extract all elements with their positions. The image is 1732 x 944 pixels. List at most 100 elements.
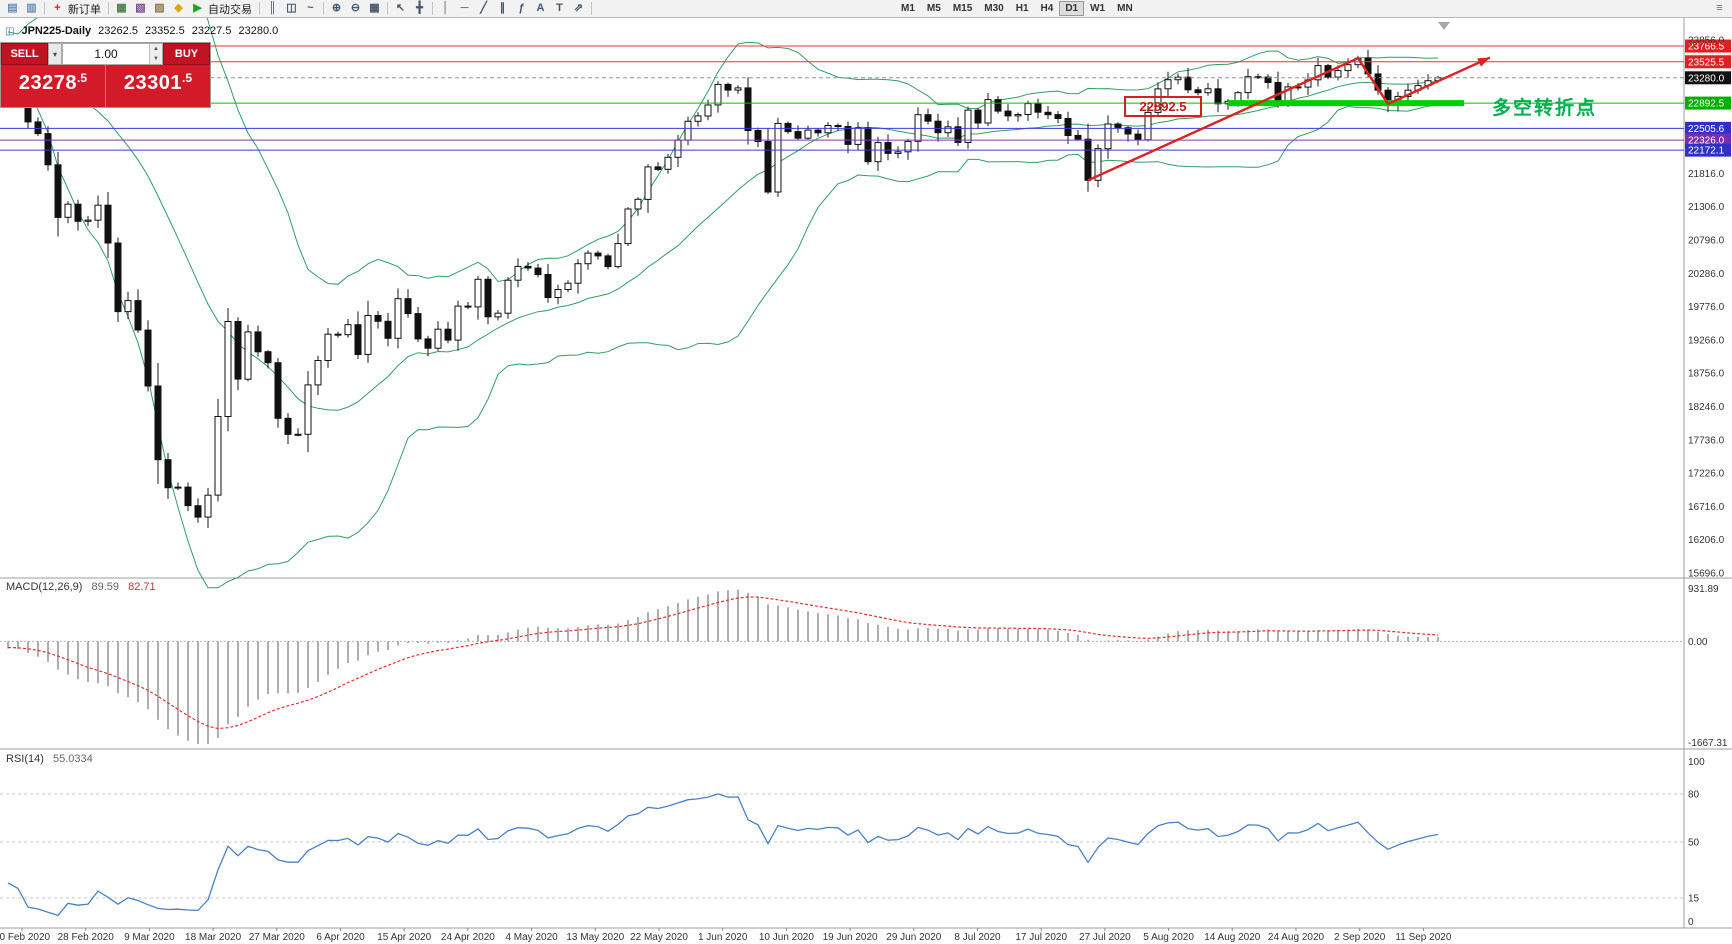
sell-price-button[interactable]: 23278 .5: [1, 65, 105, 107]
ohlc-open: 23262.5: [98, 25, 138, 37]
chart-shift-marker[interactable]: [1438, 22, 1450, 30]
date-label[interactable]: 13 May 2020: [566, 932, 624, 943]
label-icon[interactable]: T: [556, 2, 563, 14]
autotrading-label: 自动交易: [208, 3, 252, 16]
date-label[interactable]: 17 Jul 2020: [1015, 932, 1067, 943]
timeframe-m5[interactable]: M5: [926, 3, 941, 14]
price-tick: 15696.0: [1688, 568, 1725, 579]
new-order-icon[interactable]: +: [54, 2, 61, 14]
date-label[interactable]: 1 Jun 2020: [698, 932, 748, 943]
vertical-line-icon[interactable]: │: [442, 2, 449, 14]
buy-button[interactable]: BUY: [163, 43, 210, 65]
text-icon[interactable]: A: [536, 2, 545, 14]
metaeditor-icon[interactable]: ◆: [174, 2, 183, 14]
symbol-chart-icon: ◫: [5, 25, 15, 37]
timeframe-h4[interactable]: H4: [1040, 3, 1054, 14]
svg-text:22892.5: 22892.5: [1688, 99, 1725, 110]
date-label[interactable]: 6 Apr 2020: [316, 932, 365, 943]
price-tick: 18756.0: [1688, 369, 1725, 380]
toolbar-separator: [432, 2, 433, 15]
timeframe-h1[interactable]: H1: [1015, 3, 1029, 14]
date-label[interactable]: 27 Mar 2020: [249, 932, 306, 943]
timeframe-d1[interactable]: D1: [1059, 1, 1085, 16]
tile-windows-icon[interactable]: ▦: [369, 2, 380, 14]
terminal-icon[interactable]: ▨: [154, 2, 165, 14]
cursor-icon[interactable]: ↖: [395, 2, 406, 14]
line-chart-icon[interactable]: ~: [307, 2, 314, 14]
toolbar-separator: [259, 2, 260, 15]
timeframe-m15[interactable]: M15: [952, 3, 973, 14]
toolbar: ▤ ▥ + 新订单 ▦ ▧ ▨ ◆ ▶ 自动交易 ║ ◫ ~ ⊕ ⊖ ▦ ↖ ╋ │ ─ ╱ ∥ ƒ A T ⇗ M1 M5 M15 M3…: [0, 0, 1732, 18]
rsi-value: 55.0334: [52, 753, 93, 765]
price-tick: 23856.0: [1688, 36, 1725, 47]
market-watch-icon[interactable]: ▦: [116, 2, 127, 14]
trendline-1[interactable]: [1087, 57, 1359, 182]
zoom-in-icon[interactable]: ⊕: [331, 2, 342, 14]
price-tick: 17226.0: [1688, 469, 1725, 480]
timeframe-w1[interactable]: W1: [1090, 3, 1106, 14]
date-label[interactable]: 18 Mar 2020: [185, 932, 242, 943]
toolbar-separator: [387, 2, 388, 15]
date-label[interactable]: 14 Aug 2020: [1204, 932, 1261, 943]
new-chart-icon[interactable]: ▤: [7, 2, 18, 14]
sell-button[interactable]: SELL: [1, 43, 48, 65]
autotrading-icon[interactable]: ▶: [193, 2, 202, 14]
date-label[interactable]: 11 Sep 2020: [1395, 932, 1451, 943]
date-label[interactable]: 29 Jun 2020: [886, 932, 941, 943]
timeframe-switcher: M1 M5 M15 M30 H1 H4 D1 W1 MN: [895, 1, 1139, 16]
chart-scroll-icon[interactable]: ≡: [1716, 2, 1723, 14]
stepper-up-icon[interactable]: ▲: [150, 44, 162, 54]
date-label[interactable]: 8 Jul 2020: [954, 932, 1001, 943]
date-label[interactable]: 4 May 2020: [505, 932, 558, 943]
bollinger-middle-band: [7, 52, 1439, 411]
svg-text:0: 0: [1688, 917, 1694, 928]
toolbar-separator: [591, 2, 592, 15]
candle-chart-icon[interactable]: ◫: [286, 2, 297, 14]
svg-text:100: 100: [1688, 757, 1705, 768]
date-label[interactable]: 20 Feb 2020: [0, 932, 51, 943]
date-label[interactable]: 24 Apr 2020: [441, 932, 495, 943]
sell-price-main: 23278: [18, 72, 78, 94]
fibonacci-icon[interactable]: ƒ: [518, 2, 525, 14]
date-label[interactable]: 24 Aug 2020: [1268, 932, 1325, 943]
ohlc-low: 23227.5: [191, 25, 232, 37]
timeframe-m30[interactable]: M30: [984, 3, 1004, 14]
date-label[interactable]: 10 Jun 2020: [759, 932, 814, 943]
date-label[interactable]: 5 Aug 2020: [1143, 932, 1194, 943]
date-label[interactable]: 27 Jul 2020: [1079, 932, 1131, 943]
trendline-2[interactable]: [1356, 57, 1390, 105]
navigator-icon[interactable]: ▧: [135, 2, 146, 14]
date-label[interactable]: 28 Feb 2020: [58, 932, 115, 943]
price-annotation-box[interactable]: 22892.5: [1124, 96, 1202, 117]
timeframe-m1[interactable]: M1: [901, 3, 915, 14]
channel-icon[interactable]: ∥: [499, 2, 506, 14]
price-tick: 16716.0: [1688, 502, 1725, 513]
date-label[interactable]: 9 Mar 2020: [124, 932, 175, 943]
price-tick: 19776.0: [1688, 302, 1725, 313]
arrows-icon[interactable]: ⇗: [573, 2, 584, 14]
volume-input[interactable]: 1.00: [94, 47, 118, 61]
date-label[interactable]: 15 Apr 2020: [377, 932, 431, 943]
macd-signal-value: 82.71: [128, 581, 156, 593]
crosshair-icon[interactable]: ╋: [416, 2, 423, 14]
trendline-icon[interactable]: ╱: [480, 2, 487, 14]
turning-point-annotation[interactable]: 多空转折点: [1492, 98, 1598, 119]
bar-chart-icon[interactable]: ║: [268, 2, 277, 14]
date-label[interactable]: 2 Sep 2020: [1334, 932, 1386, 943]
horizontal-line-icon[interactable]: ─: [460, 2, 469, 14]
zoom-out-icon[interactable]: ⊖: [350, 2, 361, 14]
profiles-icon[interactable]: ▥: [26, 2, 37, 14]
timeframe-mn[interactable]: MN: [1117, 3, 1133, 14]
stepper-down-icon[interactable]: ▼: [150, 54, 162, 64]
symbol-info: ◫ JPN225-Daily 23262.5 23352.5 23227.5 2…: [5, 25, 278, 37]
buy-price-button[interactable]: 23301 .5: [105, 65, 210, 107]
price-tick: 17736.0: [1688, 435, 1725, 446]
trendline-3[interactable]: [1387, 56, 1491, 105]
date-label[interactable]: 19 Jun 2020: [823, 932, 878, 943]
toolbar-separator: [44, 2, 45, 15]
order-options-dropdown[interactable]: ▾: [48, 43, 62, 65]
date-label[interactable]: 22 May 2020: [630, 932, 688, 943]
buy-price-pips: .5: [182, 71, 193, 85]
